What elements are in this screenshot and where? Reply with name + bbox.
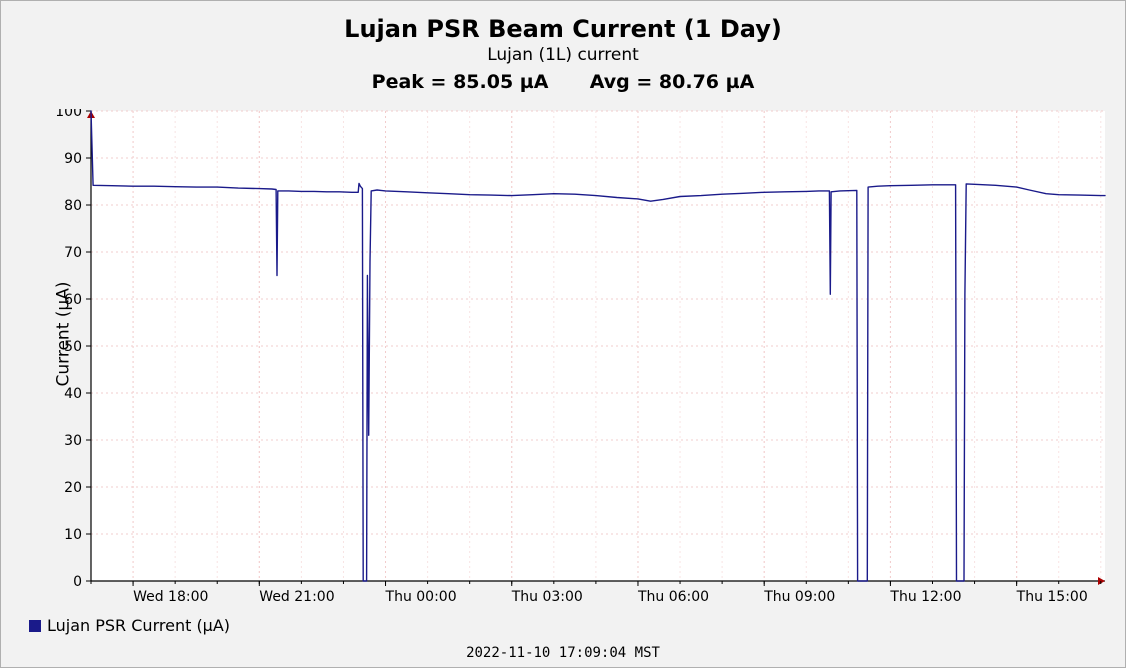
svg-text:60: 60 xyxy=(64,292,82,308)
chart-title: Lujan PSR Beam Current (1 Day) xyxy=(1,15,1125,43)
peak-label: Peak = 85.05 µA xyxy=(372,71,549,93)
svg-text:20: 20 xyxy=(64,480,82,496)
chart-stats: Peak = 85.05 µA Avg = 80.76 µA xyxy=(1,71,1125,93)
chart-frame: Lujan PSR Beam Current (1 Day) Lujan (1L… xyxy=(0,0,1126,668)
legend-text: Lujan PSR Current (µA) xyxy=(47,616,230,635)
timestamp: 2022-11-10 17:09:04 MST xyxy=(1,645,1125,661)
svg-text:70: 70 xyxy=(64,245,82,261)
svg-text:90: 90 xyxy=(64,151,82,167)
svg-text:Thu 03:00: Thu 03:00 xyxy=(511,589,583,605)
svg-text:100: 100 xyxy=(55,109,82,120)
svg-text:Wed 18:00: Wed 18:00 xyxy=(133,589,208,605)
legend-swatch xyxy=(29,620,41,632)
chart-svg: 0 10 20 30 40 50 60 70 80 90 100 Wed 18:00 Wed 21:00… xyxy=(13,109,1113,609)
svg-text:Thu 09:00: Thu 09:00 xyxy=(763,589,835,605)
legend: Lujan PSR Current (µA) xyxy=(29,616,230,635)
chart-subtitle: Lujan (1L) current xyxy=(1,45,1125,65)
title-block: Lujan PSR Beam Current (1 Day) Lujan (1L… xyxy=(1,15,1125,93)
svg-text:0: 0 xyxy=(73,574,82,590)
avg-label: Avg = 80.76 µA xyxy=(590,71,755,93)
svg-text:Thu 15:00: Thu 15:00 xyxy=(1016,589,1088,605)
svg-text:80: 80 xyxy=(64,198,82,214)
svg-text:Thu 12:00: Thu 12:00 xyxy=(889,589,961,605)
svg-text:40: 40 xyxy=(64,386,82,402)
svg-text:10: 10 xyxy=(64,527,82,543)
svg-text:Wed 21:00: Wed 21:00 xyxy=(259,589,334,605)
svg-text:Thu 06:00: Thu 06:00 xyxy=(637,589,709,605)
svg-text:Thu 00:00: Thu 00:00 xyxy=(385,589,457,605)
svg-text:30: 30 xyxy=(64,433,82,449)
svg-text:50: 50 xyxy=(64,339,82,355)
plot-area: 0 10 20 30 40 50 60 70 80 90 100 Wed 18:00 Wed 21:00… xyxy=(13,109,1113,609)
